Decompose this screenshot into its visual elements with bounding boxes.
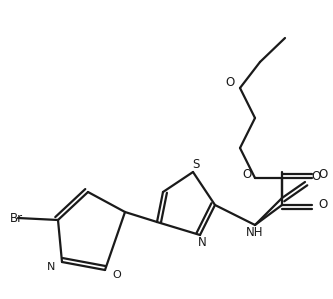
Text: Br: Br xyxy=(10,211,23,225)
Text: O: O xyxy=(226,77,235,89)
Text: O: O xyxy=(318,169,327,181)
Text: NH: NH xyxy=(246,227,264,239)
Text: O: O xyxy=(318,199,327,211)
Text: S: S xyxy=(192,158,200,170)
Text: O: O xyxy=(311,170,320,184)
Text: N: N xyxy=(47,262,55,272)
Text: O: O xyxy=(112,270,121,280)
Text: N: N xyxy=(197,237,206,249)
Text: O: O xyxy=(243,169,252,181)
